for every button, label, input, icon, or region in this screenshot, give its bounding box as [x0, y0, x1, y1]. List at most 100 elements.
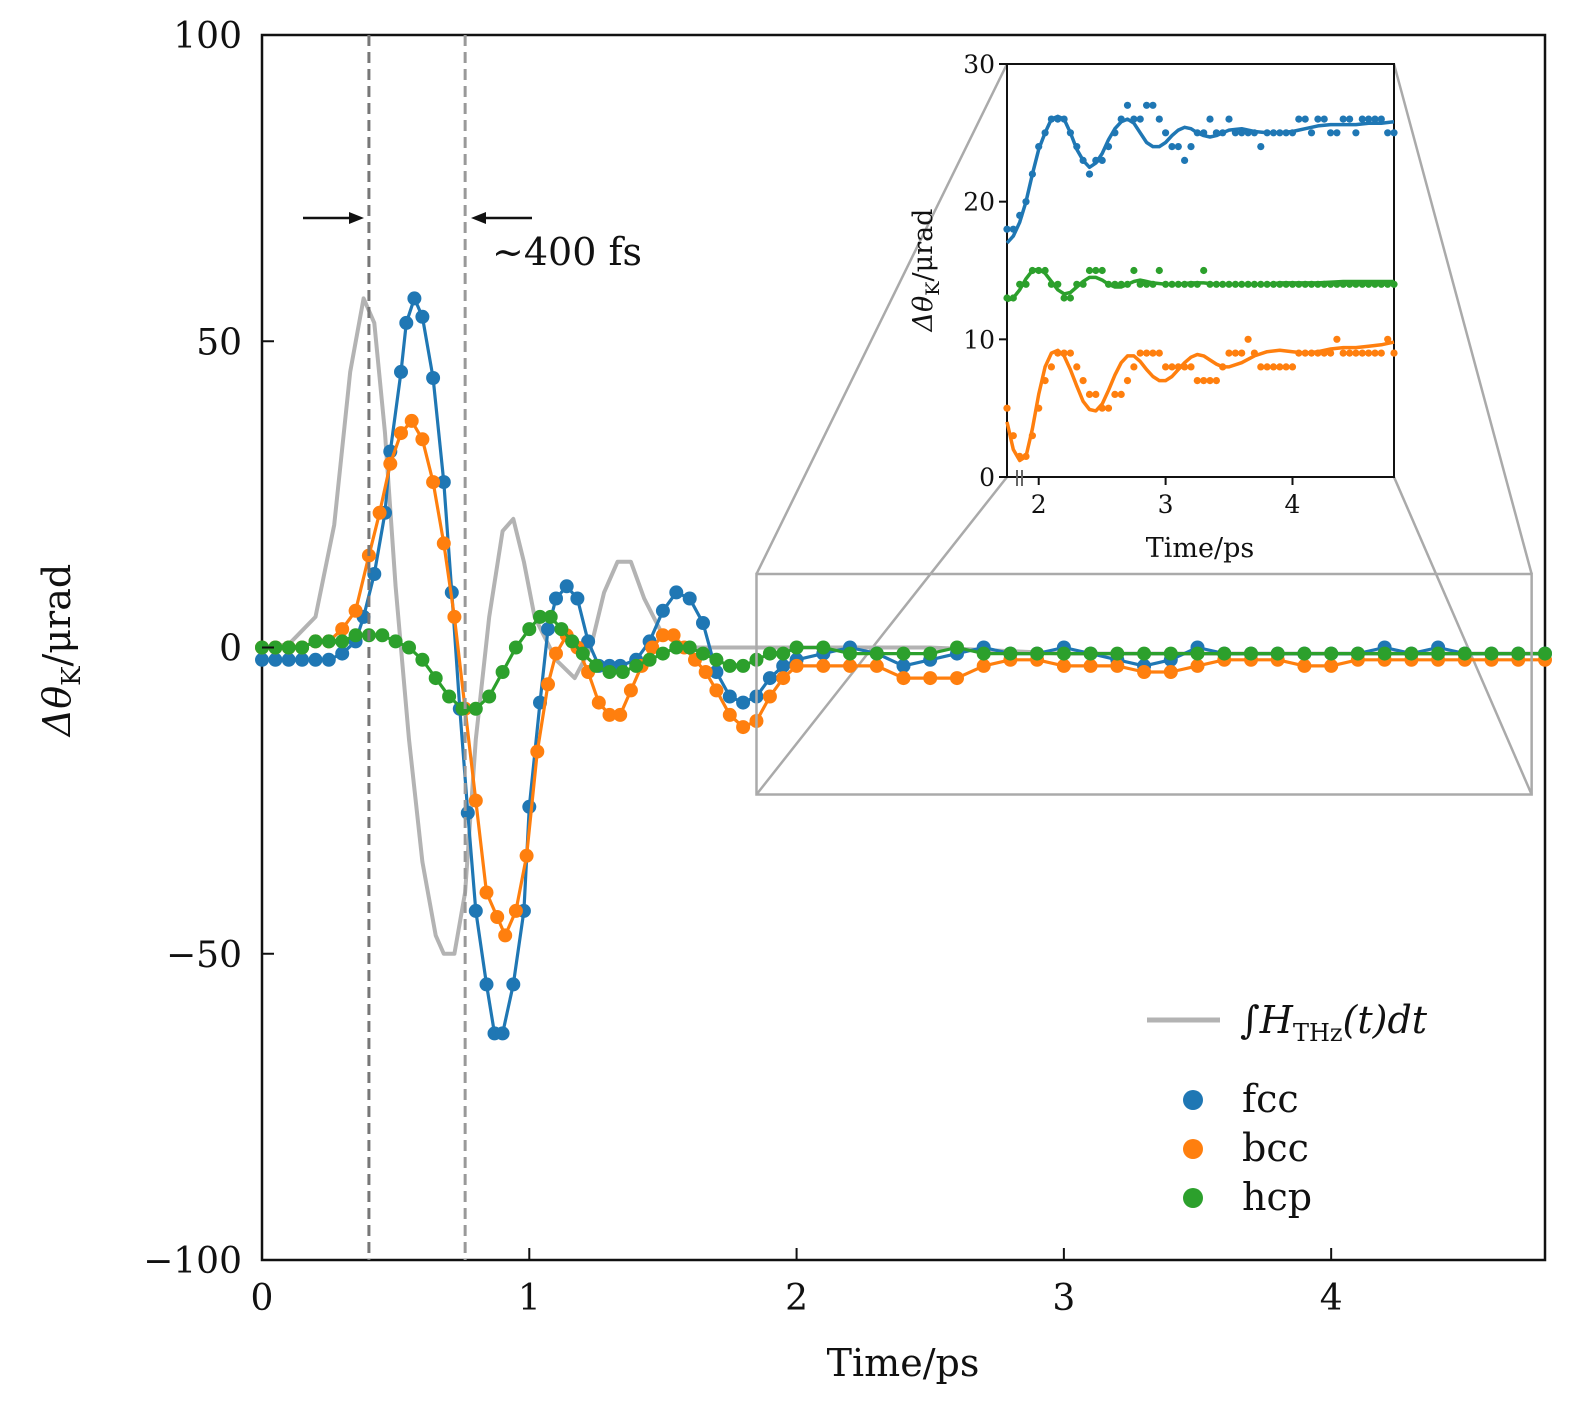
- data-point-bcc-9: [372, 505, 387, 520]
- y-axis-title: ΔθK/μrad: [35, 564, 87, 738]
- inset-point-bcc-53: [1339, 349, 1347, 357]
- inset-point-bcc-12: [1079, 377, 1087, 385]
- inset-point-bcc-56: [1358, 349, 1366, 357]
- inset-point-fcc-24: [1155, 115, 1163, 123]
- data-point-bcc-20: [490, 910, 505, 924]
- data-point-hcp-28: [615, 665, 630, 679]
- data-point-fcc-4: [308, 652, 323, 667]
- inset-point-hcp-3: [1022, 280, 1030, 288]
- data-point-bcc-58: [1083, 658, 1098, 673]
- inset-point-bcc-25: [1162, 363, 1170, 371]
- inset-point-fcc-14: [1092, 156, 1100, 164]
- data-point-hcp-62: [1350, 646, 1365, 661]
- inset-point-fcc-45: [1288, 129, 1297, 137]
- inset-point-fcc-7: [1047, 115, 1055, 123]
- data-point-bcc-46: [776, 671, 791, 686]
- data-point-fcc-39: [655, 603, 670, 618]
- series-hcp: [255, 609, 1552, 716]
- inset-point-hcp-12: [1079, 280, 1087, 288]
- inset-point-bcc-9: [1060, 349, 1068, 357]
- data-point-hcp-22: [543, 609, 558, 624]
- data-point-fcc-1: [268, 652, 283, 667]
- inset-y-tick-label-1: 10: [963, 325, 995, 354]
- inset-point-hcp-6: [1041, 266, 1049, 275]
- inset-point-hcp-28: [1181, 280, 1189, 288]
- inset-y-axis-title-sub: K: [922, 281, 944, 296]
- inset-point-fcc-36: [1231, 129, 1239, 137]
- data-point-hcp-3: [295, 640, 310, 655]
- data-point-hcp-6: [335, 634, 350, 649]
- right-arrowhead: [471, 212, 486, 224]
- data-point-bcc-15: [436, 536, 451, 551]
- data-point-hcp-69: [1538, 646, 1552, 661]
- data-point-fcc-43: [709, 665, 724, 679]
- inset-point-hcp-59: [1377, 280, 1385, 288]
- inset-point-hcp-40: [1257, 280, 1265, 288]
- inset-point-fcc-29: [1187, 143, 1195, 151]
- inset-point-bcc-57: [1365, 349, 1373, 357]
- data-point-fcc-5: [321, 652, 336, 667]
- legend-field-main: ∫H: [1240, 998, 1294, 1042]
- legend-marker-fcc: [1183, 1090, 1203, 1110]
- zoom-connector-lines: [755, 63, 1533, 796]
- y-axis-title-tail: /μrad: [35, 564, 79, 667]
- data-point-hcp-26: [589, 658, 604, 673]
- inset-point-bcc-36: [1231, 349, 1239, 357]
- data-point-hcp-5: [321, 634, 336, 649]
- zoom-line-top-left: [755, 63, 1009, 575]
- inset-point-hcp-43: [1276, 280, 1284, 288]
- inset-point-fcc-0: [1003, 225, 1011, 233]
- data-point-bcc-26: [549, 646, 563, 661]
- inset-point-bcc-41: [1263, 363, 1271, 371]
- inset-point-hcp-55: [1352, 280, 1360, 288]
- data-point-hcp-33: [682, 640, 697, 655]
- inset-point-bcc-18: [1117, 390, 1125, 398]
- data-point-hcp-39: [762, 646, 777, 661]
- data-point-bcc-11: [394, 426, 408, 441]
- inset-point-fcc-58: [1371, 115, 1379, 123]
- inset-point-fcc-31: [1200, 129, 1208, 137]
- inset-point-hcp-10: [1066, 294, 1074, 302]
- series-hthztdt: [261, 296, 1545, 956]
- data-point-fcc-13: [399, 315, 414, 330]
- main-x-tick-labels: 0 1 2 3 4: [251, 1278, 1343, 1319]
- data-point-fcc-20: [460, 805, 475, 820]
- data-point-bcc-66: [1297, 658, 1312, 673]
- data-point-hcp-24: [565, 634, 580, 649]
- main-y-tick-label-2: 0: [219, 629, 242, 670]
- inset-point-bcc-21: [1136, 349, 1144, 357]
- data-point-fcc-16: [426, 371, 441, 385]
- data-point-hcp-32: [669, 640, 684, 655]
- inset-point-hcp-60: [1384, 280, 1392, 288]
- inset-point-bcc-58: [1371, 349, 1379, 357]
- data-point-bcc-49: [843, 658, 857, 673]
- data-point-fcc-21: [468, 903, 483, 918]
- inset-point-hcp-45: [1288, 280, 1297, 288]
- inset-point-bcc-32: [1206, 377, 1214, 385]
- data-point-bcc-18: [468, 793, 483, 808]
- inset-plot: 2 3 4 0 10 20 30 Time/ps ΔθK/μrad: [908, 50, 1398, 564]
- inset-point-fcc-10: [1066, 129, 1074, 137]
- data-point-fcc-42: [696, 616, 710, 630]
- inset-point-hcp-0: [1003, 294, 1011, 302]
- data-point-hcp-45: [896, 646, 911, 661]
- inset-point-bcc-52: [1333, 335, 1341, 343]
- data-point-hcp-68: [1511, 646, 1526, 661]
- inset-point-hcp-57: [1365, 280, 1373, 288]
- inset-point-bcc-55: [1352, 349, 1360, 357]
- inset-point-fcc-18: [1117, 115, 1125, 123]
- data-point-hcp-30: [642, 652, 657, 667]
- inset-point-hcp-42: [1269, 280, 1278, 288]
- inset-point-bcc-49: [1314, 349, 1322, 357]
- inset-point-hcp-51: [1327, 280, 1335, 288]
- inset-point-fcc-3: [1022, 198, 1030, 206]
- data-point-hcp-63: [1377, 646, 1392, 661]
- main-y-tick-labels: −100 −50 0 50 100: [143, 16, 242, 1282]
- inset-point-bcc-31: [1200, 377, 1208, 385]
- left-arrowhead: [349, 212, 364, 224]
- data-point-hcp-43: [843, 646, 857, 661]
- data-point-hcp-40: [776, 646, 791, 661]
- inset-point-hcp-54: [1346, 280, 1354, 288]
- data-point-hcp-25: [575, 646, 590, 661]
- inset-series-fcc: [1003, 101, 1398, 245]
